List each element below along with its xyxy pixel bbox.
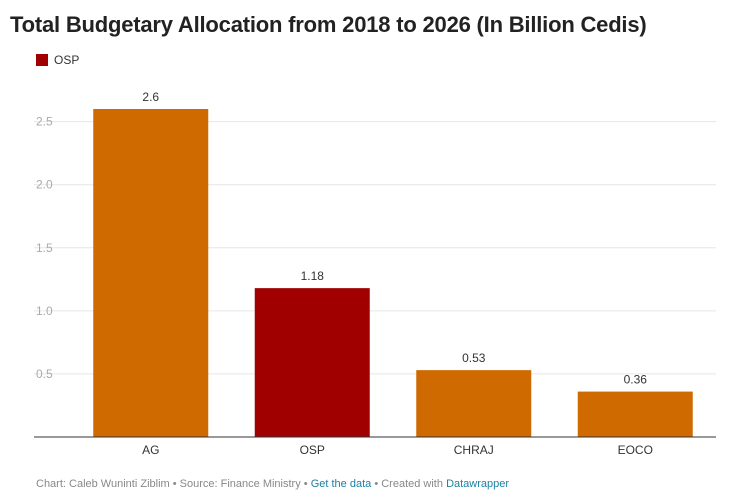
datawrapper-link[interactable]: Datawrapper — [446, 478, 510, 490]
bar — [254, 288, 370, 437]
x-category-label: CHRAJ — [454, 443, 494, 457]
bar — [577, 391, 693, 437]
legend-label: OSP — [54, 53, 80, 67]
bar-value-label: 1.18 — [301, 269, 325, 283]
bar — [416, 370, 532, 437]
bar-value-label: 0.53 — [462, 351, 486, 365]
x-category-label: OSP — [300, 443, 325, 457]
bar — [93, 109, 209, 437]
bar-value-label: 0.36 — [624, 373, 648, 387]
footer-separator: • — [303, 478, 308, 490]
legend: OSP — [36, 53, 79, 67]
footer-created-with: Created with — [381, 478, 443, 490]
legend-swatch — [36, 54, 48, 66]
footer-source: Source: Finance Ministry — [179, 478, 301, 490]
y-tick-label: 1.0 — [36, 304, 53, 318]
get-data-link[interactable]: Get the data — [310, 478, 372, 490]
bar-chart: 0.5 1.0 1.5 2.0 2.5 2.6 AG 1.18 OSP 0.53 CHRAJ 0.36… — [34, 90, 716, 457]
x-category-label: EOCO — [618, 443, 653, 457]
y-tick-label: 0.5 — [36, 367, 53, 381]
y-tick-label: 1.5 — [36, 241, 53, 255]
y-tick-label: 2.0 — [36, 178, 53, 192]
y-tick-label: 2.5 — [36, 115, 53, 129]
footer-separator: • — [172, 478, 177, 490]
x-category-label: AG — [142, 443, 159, 457]
footer: Chart: Caleb Wuninti Ziblim • Source: Fi… — [36, 478, 509, 490]
footer-separator: • — [374, 478, 379, 490]
footer-credit: Chart: Caleb Wuninti Ziblim — [36, 478, 170, 490]
chart-title: Total Budgetary Allocation from 2018 to … — [10, 12, 647, 37]
bar-value-label: 2.6 — [142, 90, 159, 104]
